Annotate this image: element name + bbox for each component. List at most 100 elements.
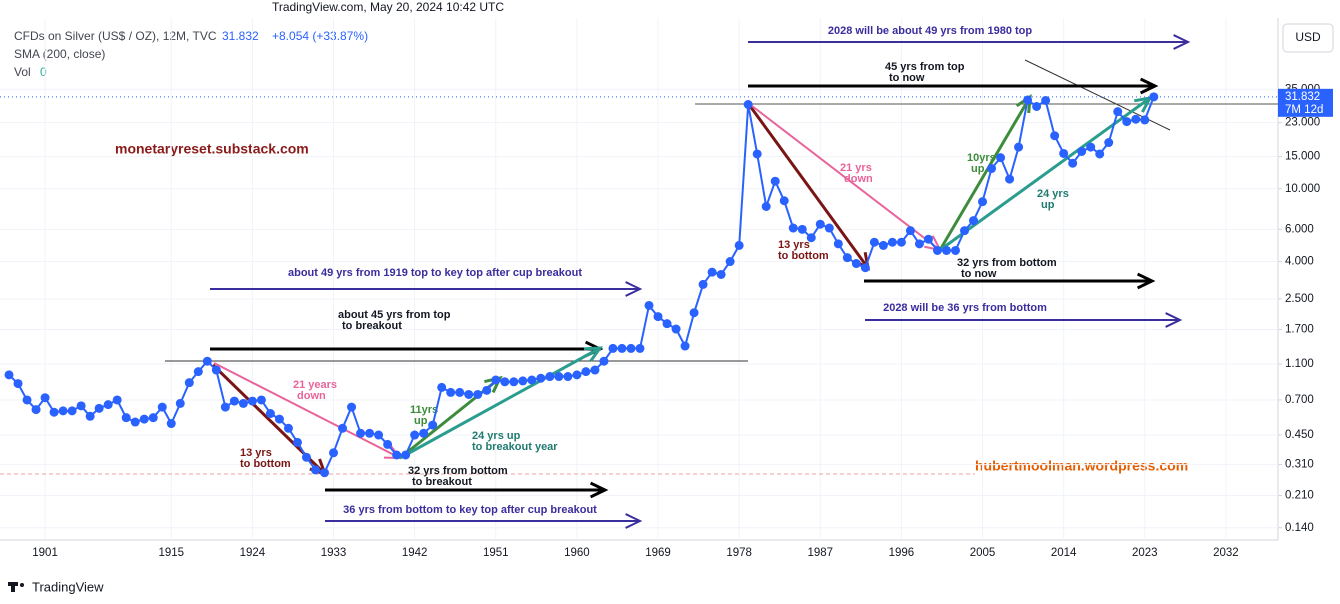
data-point xyxy=(725,257,735,267)
data-point xyxy=(184,378,194,388)
annotation: 32 yrs from bottom xyxy=(957,257,1057,269)
data-point xyxy=(608,343,618,353)
data-point xyxy=(689,308,699,318)
annotation: 11yrs xyxy=(410,404,438,416)
data-point xyxy=(1014,142,1024,152)
data-point xyxy=(1122,117,1132,127)
logo-mark xyxy=(11,582,15,592)
data-point xyxy=(202,356,212,366)
x-tick-label: 1996 xyxy=(889,547,915,559)
last-value: 31.832 xyxy=(222,29,259,43)
y-tick-label: 0.700 xyxy=(1285,394,1314,406)
data-point xyxy=(743,100,753,110)
annotation: 21 years xyxy=(293,379,337,391)
arrow xyxy=(399,346,601,460)
data-point xyxy=(58,406,68,416)
data-point xyxy=(1140,115,1150,125)
data-point xyxy=(329,448,339,458)
data-point xyxy=(256,395,266,405)
data-point xyxy=(563,372,573,382)
data-point xyxy=(464,389,474,399)
y-tick-label: 4.000 xyxy=(1285,256,1314,268)
data-point xyxy=(157,402,167,412)
arrow xyxy=(938,96,1032,251)
annotation: 24 yrs up xyxy=(472,430,521,442)
data-point xyxy=(491,375,501,385)
annotation: 13 yrs xyxy=(240,447,272,459)
y-tick-label: 0.310 xyxy=(1285,459,1314,471)
data-point xyxy=(175,398,185,408)
header: TradingView.com, May 20, 2024 10:42 UTC xyxy=(272,0,504,14)
arrow xyxy=(748,105,870,269)
data-point xyxy=(662,319,672,329)
arrow xyxy=(213,362,401,459)
y-tick-label: 0.140 xyxy=(1285,522,1314,534)
data-point xyxy=(49,407,59,417)
annotation: 10yrs xyxy=(967,152,996,164)
data-point xyxy=(1086,142,1096,152)
data-point xyxy=(806,233,816,243)
arrow-head xyxy=(484,375,503,394)
x-tick-label: 1901 xyxy=(32,547,58,559)
data-point xyxy=(698,279,708,289)
data-point xyxy=(1095,149,1105,159)
footer: TradingView xyxy=(32,579,104,594)
data-point xyxy=(1041,95,1051,105)
data-point xyxy=(914,239,924,249)
change: +8.054 (+33.87%) xyxy=(272,29,368,43)
arrow-head xyxy=(1173,34,1191,50)
data-point xyxy=(437,382,447,392)
x-tick-label: 2023 xyxy=(1132,547,1158,559)
data-point xyxy=(139,414,149,424)
annotation: up xyxy=(414,415,428,427)
title: CFDs on Silver (US$ / OZ), 12M, TVC xyxy=(14,29,217,43)
data-point xyxy=(283,423,293,433)
data-point xyxy=(383,439,393,449)
data-point xyxy=(797,224,807,234)
data-point xyxy=(851,259,861,269)
x-tick-label: 2032 xyxy=(1213,547,1239,559)
watermark: hubertmoolman.wordpress.com xyxy=(975,458,1188,474)
annotation: down xyxy=(844,173,873,185)
data-point xyxy=(310,465,320,475)
data-point xyxy=(626,343,636,353)
data-point xyxy=(1032,101,1042,111)
data-point xyxy=(473,389,483,399)
data-point xyxy=(707,267,717,277)
data-point xyxy=(536,373,546,383)
data-point xyxy=(996,153,1006,163)
price-tag xyxy=(1278,88,1333,117)
data-point xyxy=(31,405,41,415)
data-point xyxy=(815,219,825,229)
data-point xyxy=(374,430,384,440)
currency-button[interactable] xyxy=(1282,23,1334,53)
data-point xyxy=(599,356,609,366)
annotation: 24 yrs xyxy=(1037,188,1069,200)
data-point xyxy=(320,468,330,478)
data-point xyxy=(22,395,32,405)
data-point xyxy=(347,402,357,412)
data-point xyxy=(680,341,690,351)
data-point xyxy=(644,300,654,310)
countdown-label: 7M 12d xyxy=(1285,104,1323,116)
data-point xyxy=(130,417,140,427)
annotation: up xyxy=(971,163,985,175)
data-point xyxy=(554,372,564,382)
y-tick-label: 1.100 xyxy=(1285,358,1314,370)
data-point xyxy=(932,245,942,255)
data-point xyxy=(1131,114,1141,124)
annotation: to breakout xyxy=(412,476,472,488)
arrow xyxy=(751,105,941,251)
x-tick-label: 2005 xyxy=(970,547,996,559)
y-tick-label: 10.000 xyxy=(1285,183,1320,195)
watermark: monetaryreset.substack.com xyxy=(115,141,309,157)
arrow-head xyxy=(1165,312,1183,328)
data-point xyxy=(1068,158,1078,168)
annotation: up xyxy=(1041,199,1055,211)
data-point xyxy=(545,372,555,382)
arrow-head xyxy=(1139,77,1159,95)
data-point xyxy=(941,245,951,255)
currency[interactable]: USD xyxy=(1295,30,1321,44)
